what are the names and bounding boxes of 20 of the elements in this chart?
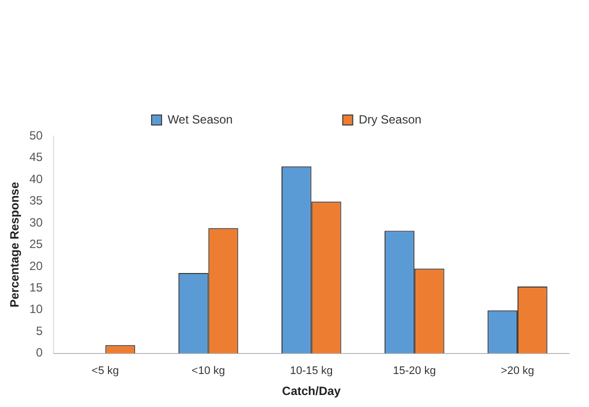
y-tick-label: 0 [36, 346, 44, 360]
y-tick-label: 50 [29, 128, 44, 142]
y-tick-label: 20 [29, 258, 44, 273]
legend-label: Dry Season [358, 112, 422, 126]
x-tick-label: <5 kg [92, 365, 119, 378]
y-tick-label: 10 [29, 302, 44, 316]
y-tick-label: 45 [29, 150, 44, 164]
x-axis-title: Catch/Day [282, 384, 342, 398]
x-tick-label: <10 kg [192, 365, 225, 378]
y-tick-label: 5 [36, 324, 44, 338]
y-tick-label: 30 [29, 215, 44, 230]
x-tick-label: 15-20 kg [393, 365, 436, 378]
y-tick-label: 15 [29, 280, 44, 294]
x-tick-label: 10-15 kg [290, 365, 333, 378]
x-tick-label: >20 kg [500, 365, 534, 378]
y-tick-label: 35 [29, 194, 44, 208]
legend-label: Wet Season [168, 112, 233, 126]
y-axis-title: Percentage Response [8, 182, 22, 308]
y-tick-label: 25 [29, 237, 44, 252]
y-tick-label: 40 [29, 172, 44, 186]
